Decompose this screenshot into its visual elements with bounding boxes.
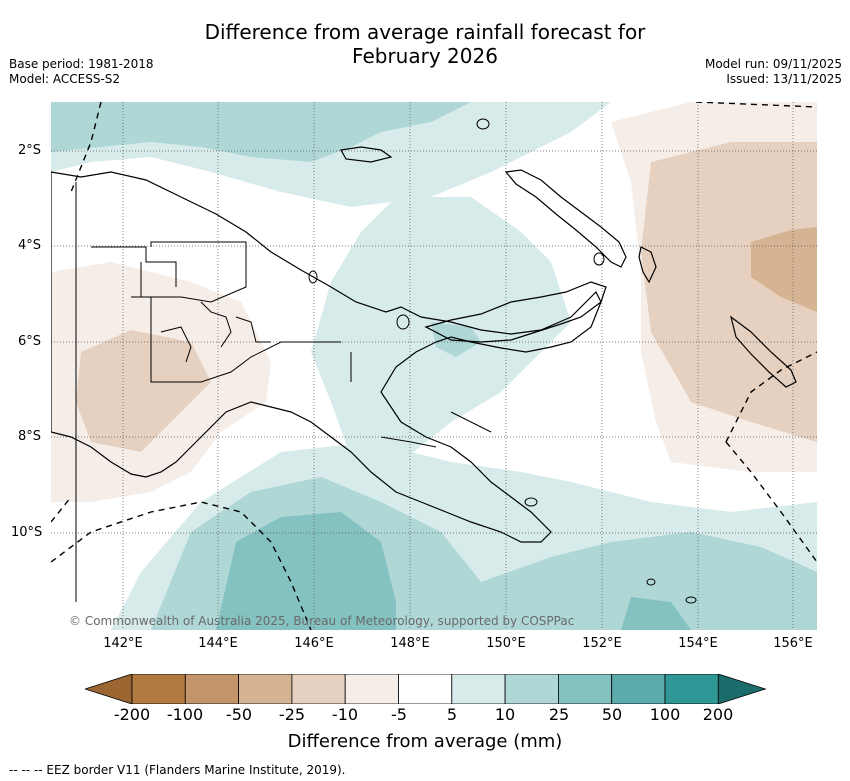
base-period: Base period: 1981-2018	[9, 57, 154, 71]
lon-label-144e: 144°E	[198, 636, 238, 651]
colorbar-cell	[451, 674, 506, 704]
colorbar	[85, 674, 767, 704]
colorbar-label: -100	[166, 705, 204, 724]
model-run: Model run: 09/11/2025	[704, 57, 842, 71]
wet-region-south-core	[216, 512, 396, 630]
colorbar-label: 25	[548, 705, 570, 724]
lat-label-10s: 10°S	[11, 525, 43, 540]
colorbar-cell	[611, 674, 666, 704]
colorbar-title: Difference from average (mm)	[287, 731, 563, 752]
colorbar-label: 50	[601, 705, 623, 724]
colorbar-cell	[131, 674, 186, 704]
small-islands	[308, 118, 697, 604]
bougainville-coastline	[638, 246, 657, 284]
colorbar-cell	[184, 674, 240, 704]
colorbar-label: -10	[331, 705, 359, 724]
lon-label-156e: 156°E	[773, 636, 813, 651]
lat-label-6s: 6°S	[18, 334, 42, 349]
eez-borders	[51, 102, 817, 630]
new-britain-coastline	[424, 281, 607, 343]
lon-label-142e: 142°E	[103, 636, 143, 651]
manus-coastline	[340, 146, 393, 163]
gridlines	[51, 102, 817, 630]
colorbar-cell	[398, 674, 453, 704]
colorbar-cell	[504, 674, 559, 704]
solomon-islands-coastline	[730, 315, 797, 388]
colorbar-extend-low	[85, 674, 133, 704]
colorbar-label: 100	[649, 705, 681, 724]
colorbar-cell	[291, 674, 346, 704]
colorbar-cell	[238, 674, 293, 704]
wet-region-central-core	[431, 322, 481, 357]
copyright-notice: © Commonwealth of Australia 2025, Bureau…	[69, 614, 575, 628]
colorbar-cell	[664, 674, 719, 704]
colorbar-cell	[557, 674, 613, 704]
lat-label-4s: 4°S	[18, 238, 42, 253]
title-line-2: February 2026	[352, 44, 498, 68]
lon-label-148e: 148°E	[390, 636, 430, 651]
wet-region-north-core	[51, 102, 471, 162]
wet-region-se-core	[621, 597, 691, 630]
meta-right: Model run: 09/11/2025 Issued: 13/11/2025	[705, 57, 842, 87]
lon-label-150e: 150°E	[486, 636, 526, 651]
colorbar-label: -25	[278, 705, 306, 724]
new-ireland-coastline	[504, 169, 627, 268]
meta-left: Base period: 1981-2018 Model: ACCESS-S2	[9, 57, 154, 87]
colorbar-label: 10	[494, 705, 516, 724]
map-svg	[51, 102, 817, 630]
colorbar-label: -5	[391, 705, 407, 724]
new-guinea-coastline	[51, 171, 602, 543]
lon-label-154e: 154°E	[678, 636, 718, 651]
colorbar-label: -200	[113, 705, 151, 724]
dry-region-east-mid	[641, 142, 817, 442]
colorbar-cell	[344, 674, 399, 704]
eez-note: -- -- -- EEZ border V11 (Flanders Marine…	[9, 763, 346, 777]
province-borders	[75, 182, 492, 602]
lon-label-146e: 146°E	[294, 636, 334, 651]
lon-label-152e: 152°E	[582, 636, 622, 651]
title-line-1: Difference from average rainfall forecas…	[204, 20, 646, 44]
chart-title: Difference from average rainfall forecas…	[0, 20, 850, 68]
colorbar-extend-high	[717, 674, 767, 704]
dry-region-east-core	[751, 227, 817, 312]
lat-label-2s: 2°S	[18, 143, 42, 158]
colorbar-label: 200	[702, 705, 734, 724]
rainfall-map	[51, 102, 817, 630]
dry-region-west-core	[76, 330, 211, 452]
colorbar-label: 5	[446, 705, 458, 724]
model-name: Model: ACCESS-S2	[9, 72, 121, 86]
lat-label-8s: 8°S	[18, 429, 42, 444]
colorbar-label: -50	[225, 705, 253, 724]
issued-date: Issued: 13/11/2025	[726, 72, 842, 86]
